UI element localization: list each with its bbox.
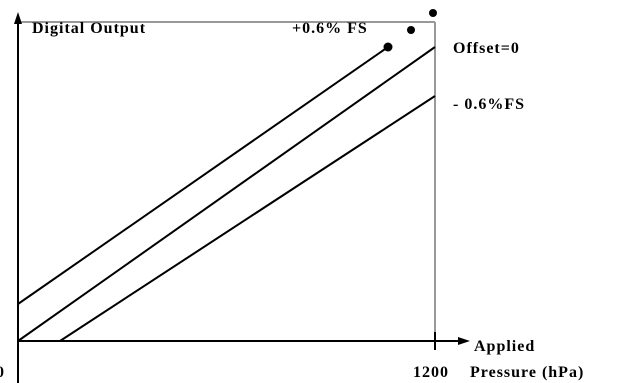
upper-line: [17, 46, 389, 305]
middle-line: [17, 46, 436, 342]
x-axis-label: Pressure (hPa): [470, 364, 584, 381]
lower-label: - 0.6%FS: [453, 96, 525, 113]
x-min-label: 0: [0, 364, 5, 381]
y-axis-label: Digital Output: [32, 20, 146, 37]
dot: [407, 26, 415, 34]
x-axis-label: Applied: [474, 338, 535, 355]
x-arrow: [458, 337, 470, 345]
middle-label: Offset=0: [453, 40, 520, 57]
x-max-label: 1200: [413, 364, 449, 381]
lower-line: [59, 95, 436, 342]
dot: [429, 9, 437, 17]
y-arrow: [14, 12, 22, 24]
dot: [383, 42, 393, 52]
upper-label: +0.6% FS: [292, 20, 368, 37]
